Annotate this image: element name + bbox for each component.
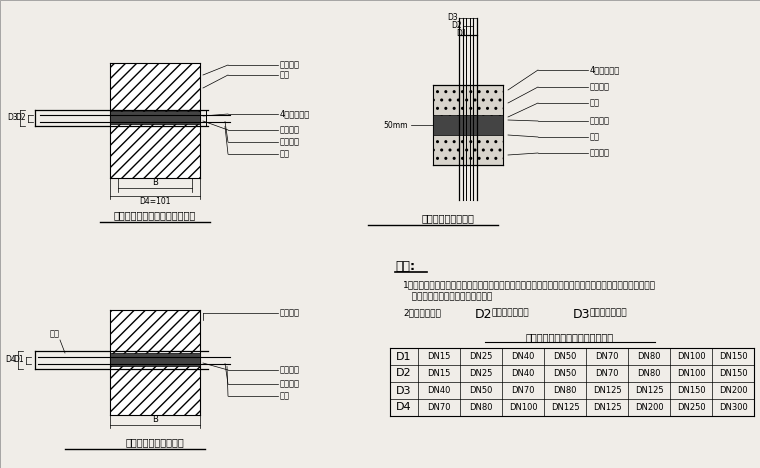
- Text: 水泥砂浆: 水泥砂浆: [280, 308, 300, 317]
- Text: DN200: DN200: [719, 386, 747, 395]
- Text: 1．本图适用于砖及混凝土结构，燃气管在穿基础墙处及上墙与套管两侧以密封脂最大范围方法，两侧保管: 1．本图适用于砖及混凝土结构，燃气管在穿基础墙处及上墙与套管两侧以密封脂最大范围…: [403, 280, 656, 289]
- Text: 油膏嵌实: 油膏嵌实: [280, 125, 300, 134]
- Text: D1: D1: [396, 351, 412, 361]
- Text: DN80: DN80: [553, 386, 577, 395]
- Bar: [433, 115, 503, 135]
- Text: DN50: DN50: [470, 386, 492, 395]
- Bar: [110, 63, 200, 118]
- Text: 50mm: 50mm: [384, 120, 408, 130]
- Text: DN25: DN25: [470, 369, 492, 378]
- Text: DN15: DN15: [427, 352, 451, 361]
- Text: 燃气管道: 燃气管道: [280, 380, 300, 388]
- Text: 4分沥青绸产: 4分沥青绸产: [280, 110, 310, 118]
- Bar: [110, 118, 200, 178]
- Text: DN70: DN70: [595, 352, 619, 361]
- Text: DN70: DN70: [427, 403, 451, 412]
- Text: DN70: DN70: [511, 386, 535, 395]
- Text: D4: D4: [5, 356, 16, 365]
- Text: DN50: DN50: [553, 369, 577, 378]
- Text: DN70: DN70: [595, 369, 619, 378]
- Text: D3: D3: [573, 308, 591, 321]
- Text: D3: D3: [396, 386, 412, 395]
- Text: DN15: DN15: [427, 369, 451, 378]
- Text: 面板: 面板: [590, 98, 600, 108]
- Text: 套管: 套管: [590, 132, 600, 141]
- Text: D2: D2: [475, 308, 492, 321]
- Text: 一定间隙，并用沥青油脂密封严。: 一定间隙，并用沥青油脂密封严。: [403, 292, 492, 301]
- Text: 燃气地下引入管穿基础墙的做法: 燃气地下引入管穿基础墙的做法: [114, 210, 196, 220]
- Text: 室内燃气管套管规格（公称直径）: 室内燃气管套管规格（公称直径）: [526, 332, 614, 342]
- Text: DN80: DN80: [637, 352, 660, 361]
- Text: B: B: [152, 415, 158, 424]
- Text: DN80: DN80: [637, 369, 660, 378]
- Text: 燃气管道: 燃气管道: [590, 148, 610, 158]
- Text: D4: D4: [396, 402, 412, 412]
- Text: DN125: DN125: [635, 386, 663, 395]
- Text: 2．管系重量由: 2．管系重量由: [403, 308, 441, 317]
- Text: DN125: DN125: [593, 403, 622, 412]
- Text: 应按相应调整。: 应按相应调整。: [589, 308, 627, 317]
- Text: DN200: DN200: [635, 403, 663, 412]
- Text: 应按计算确定，: 应按计算确定，: [491, 308, 529, 317]
- Text: D1: D1: [14, 356, 24, 365]
- Text: D4=101: D4=101: [139, 197, 171, 206]
- Text: D2: D2: [15, 114, 26, 123]
- Text: 水泥砂浆: 水泥砂浆: [280, 60, 300, 70]
- Text: 水泥砂浆: 水泥砂浆: [590, 82, 610, 92]
- Text: DN150: DN150: [676, 386, 705, 395]
- Text: DN80: DN80: [469, 403, 492, 412]
- Text: DN250: DN250: [676, 403, 705, 412]
- Bar: [110, 310, 200, 360]
- Bar: [433, 85, 503, 165]
- Text: DN25: DN25: [470, 352, 492, 361]
- Text: DN40: DN40: [427, 386, 451, 395]
- Bar: [110, 111, 200, 124]
- Text: DN300: DN300: [719, 403, 747, 412]
- Text: DN150: DN150: [719, 369, 747, 378]
- Bar: [110, 353, 200, 366]
- Text: DN40: DN40: [511, 352, 535, 361]
- Text: DN40: DN40: [511, 369, 535, 378]
- Text: 燃气管道: 燃气管道: [280, 138, 300, 146]
- Text: DN125: DN125: [593, 386, 622, 395]
- Text: B: B: [152, 178, 158, 187]
- Text: DN100: DN100: [508, 403, 537, 412]
- Bar: [110, 360, 200, 415]
- Text: D1: D1: [456, 29, 467, 38]
- Text: DN150: DN150: [719, 352, 747, 361]
- Text: DN125: DN125: [551, 403, 579, 412]
- Text: 油膏嵌实: 油膏嵌实: [590, 117, 610, 125]
- Text: 说明:: 说明:: [395, 260, 415, 273]
- Text: D2: D2: [451, 22, 462, 30]
- Text: 燃气管穿楼板的做法: 燃气管穿楼板的做法: [422, 213, 474, 223]
- Text: 燃气管穿隔断墙的做法: 燃气管穿隔断墙的做法: [125, 437, 185, 447]
- Text: D2: D2: [396, 368, 412, 379]
- Text: 4分沥青绸产: 4分沥青绸产: [590, 66, 620, 74]
- Text: 端板: 端板: [280, 149, 290, 159]
- Text: D3: D3: [447, 14, 458, 22]
- Text: 面板: 面板: [280, 71, 290, 80]
- Text: DN50: DN50: [553, 352, 577, 361]
- Text: DN100: DN100: [676, 369, 705, 378]
- Text: DN100: DN100: [676, 352, 705, 361]
- Text: D3: D3: [8, 114, 18, 123]
- Text: 端板: 端板: [280, 392, 290, 401]
- Text: 套管: 套管: [50, 329, 60, 338]
- Text: 油膏嵌实: 油膏嵌实: [280, 366, 300, 374]
